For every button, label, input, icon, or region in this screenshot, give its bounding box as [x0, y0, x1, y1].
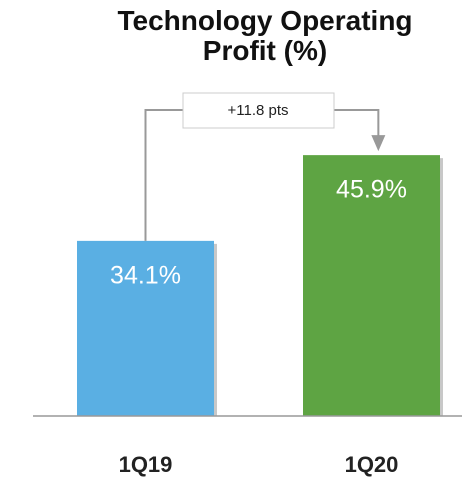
- x-tick-label: 1Q19: [119, 452, 173, 477]
- x-tick-label: 1Q20: [345, 452, 399, 477]
- value-label: 45.9%: [336, 176, 407, 204]
- value-label: 34.1%: [110, 261, 181, 289]
- arrow-head: [371, 135, 386, 152]
- annotation: +11.8 pts: [227, 102, 288, 119]
- bar: [77, 240, 214, 416]
- chart-title: Technology Operating Profit (%): [117, 5, 413, 66]
- annotation-box: [182, 92, 335, 129]
- bar: [303, 155, 440, 417]
